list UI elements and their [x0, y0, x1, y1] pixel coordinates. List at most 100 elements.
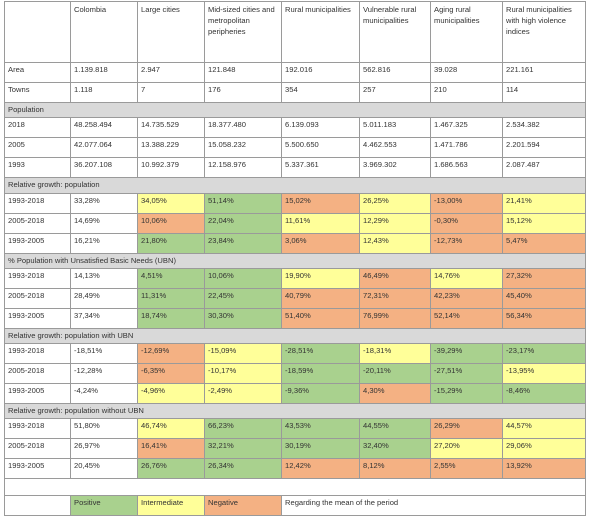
table-cell: -23,17%	[502, 343, 586, 364]
table-cell: 26,29%	[430, 418, 503, 440]
table-cell: 48.258.494	[70, 117, 138, 139]
table-cell: 76,99%	[359, 307, 431, 329]
row-label-cell: 1993-2018	[4, 192, 71, 214]
table-cell: 221.161	[502, 62, 586, 83]
row-label-cell: 2005-2018	[4, 212, 71, 234]
table-cell: 46,49%	[359, 267, 431, 289]
table-cell: 4.462.553	[359, 137, 431, 159]
table-cell: 37,34%	[70, 307, 138, 329]
header-row: Colombia Large cities Mid-sized cities a…	[4, 1, 586, 63]
table-cell: 20,45%	[70, 458, 138, 480]
section-header-row: % Population with Unsatisfied Basic Need…	[4, 252, 586, 269]
table-cell: 45,40%	[502, 287, 586, 309]
table-cell: 27,32%	[502, 267, 586, 289]
table-cell: 27,20%	[430, 438, 503, 460]
table-cell: 192.016	[281, 62, 360, 83]
table-cell: 6.139.093	[281, 117, 360, 139]
table-cell: 2.947	[137, 62, 205, 83]
section-header-row: Relative growth: population with UBN	[4, 327, 586, 345]
table-cell: 15,02%	[281, 192, 360, 214]
table-cell: 33,28%	[70, 192, 138, 214]
table-cell: 56,34%	[502, 307, 586, 329]
table-cell: 2.534.382	[502, 117, 586, 139]
table-row: 1993-2005 37,34% 18,74% 30,30% 51,40% 76,99% 5…	[4, 307, 586, 329]
table-cell: 72,31%	[359, 287, 431, 309]
table-cell: 12,42%	[281, 458, 360, 480]
row-label-cell: 2005	[4, 137, 71, 159]
table-cell: 562.816	[359, 62, 431, 83]
table-row: 1993-2005 -4,24% -4,96% -2,49% -9,36% 4,30% -1…	[4, 383, 586, 404]
table-cell: 354	[281, 82, 360, 103]
table-cell: 4,51%	[137, 267, 205, 289]
legend-note: Regarding the mean of the period	[281, 495, 586, 516]
table-row: 1993-2018 -18,51% -12,69% -15,09% -28,51% -18…	[4, 343, 586, 364]
table-cell: 13,92%	[502, 458, 586, 480]
table-cell: -28,51%	[281, 343, 360, 364]
table-cell: 51,80%	[70, 418, 138, 440]
table-cell: -2,49%	[204, 383, 282, 404]
table-cell: 1.686.563	[430, 157, 503, 179]
row-label-cell: 1993-2005	[4, 383, 71, 404]
table-cell: 26,97%	[70, 438, 138, 460]
table-cell: -6,35%	[137, 363, 205, 384]
table-cell: 26,76%	[137, 458, 205, 480]
table-cell: 21,41%	[502, 192, 586, 214]
table-cell: 32,40%	[359, 438, 431, 460]
table-cell: 121.848	[204, 62, 282, 83]
table-cell: -15,29%	[430, 383, 503, 404]
table-cell: 30,19%	[281, 438, 360, 460]
table-cell: 1.118	[70, 82, 138, 103]
table-cell: 5.011.183	[359, 117, 431, 139]
table-cell: 30,30%	[204, 307, 282, 329]
table-cell: 14.735.529	[137, 117, 205, 139]
table-cell: -13,95%	[502, 363, 586, 384]
row-label-cell: 1993	[4, 157, 71, 179]
table-cell: 1.139.818	[70, 62, 138, 83]
table-cell: 12.158.976	[204, 157, 282, 179]
row-label-cell: 1993-2018	[4, 267, 71, 289]
table-row: 2005-2018 28,49% 11,31% 22,45% 40,79% 72,31% 4…	[4, 287, 586, 309]
row-label-cell: Area	[4, 62, 71, 83]
row-label-cell: 2005-2018	[4, 287, 71, 309]
table-cell: 19,90%	[281, 267, 360, 289]
table-cell: 10,06%	[137, 212, 205, 234]
table-cell: 3,06%	[281, 232, 360, 254]
table-cell: 18.377.480	[204, 117, 282, 139]
table-cell: 10.992.379	[137, 157, 205, 179]
table-cell: 10,06%	[204, 267, 282, 289]
data-table: Colombia Large cities Mid-sized cities a…	[4, 1, 586, 480]
table-cell: 42,23%	[430, 287, 503, 309]
table-cell: -10,17%	[204, 363, 282, 384]
row-label-cell: Towns	[4, 82, 71, 103]
section-title: % Population with Unsatisfied Basic Need…	[4, 252, 586, 269]
table-row: 2005-2018 26,97% 16,41% 32,21% 30,19% 32,40% 2…	[4, 438, 586, 460]
legend-intermediate: Intermediate	[137, 495, 205, 516]
table-cell: 22,45%	[204, 287, 282, 309]
table-cell: 13.388.229	[137, 137, 205, 159]
table-cell: 210	[430, 82, 503, 103]
table-cell: -18,51%	[70, 343, 138, 364]
table-cell: 34,05%	[137, 192, 205, 214]
legend-spacer	[4, 479, 586, 497]
table-cell: 44,55%	[359, 418, 431, 440]
table-cell: 2.087.487	[502, 157, 586, 179]
table-cell: 11,31%	[137, 287, 205, 309]
table-row: 1993-2005 20,45% 26,76% 26,34% 12,42% 8,12% 2,…	[4, 458, 586, 480]
table-cell: -39,29%	[430, 343, 503, 364]
section-header-row: Population	[4, 101, 586, 119]
row-label-cell: 1993-2005	[4, 232, 71, 254]
table-cell: 12,43%	[359, 232, 431, 254]
row-label-cell: 1993-2005	[4, 307, 71, 329]
legend: Positive Intermediate Negative Regarding…	[4, 479, 586, 516]
legend-spacer-row	[4, 479, 586, 497]
table-cell: 42.077.064	[70, 137, 138, 159]
table-cell: -12,28%	[70, 363, 138, 384]
table-row: 1993-2018 33,28% 34,05% 51,14% 15,02% 26,25% -…	[4, 192, 586, 214]
table-cell: 14,69%	[70, 212, 138, 234]
table-cell: 36.207.108	[70, 157, 138, 179]
table-cell: -4,96%	[137, 383, 205, 404]
table-cell: 114	[502, 82, 586, 103]
row-label-cell: 2018	[4, 117, 71, 139]
row-label-cell: 1993-2018	[4, 343, 71, 364]
table-cell: -12,69%	[137, 343, 205, 364]
